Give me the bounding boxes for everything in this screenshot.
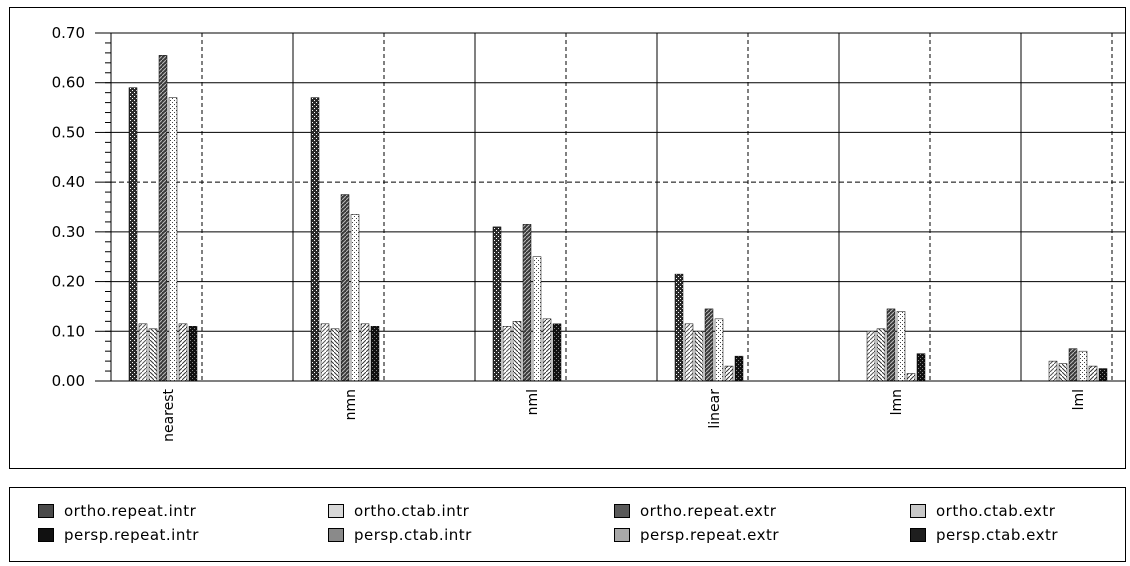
legend-label: ortho.ctab.extr [936, 502, 1056, 520]
legend-item: persp.ctab.intr [328, 525, 472, 545]
legend-swatch [328, 528, 344, 542]
bar [532, 256, 542, 382]
legend-swatch [910, 528, 926, 542]
y-tick-label: 0.70 [52, 24, 85, 42]
bar [522, 224, 532, 382]
bar [360, 323, 370, 382]
legend-label: ortho.repeat.extr [640, 502, 777, 520]
legend-label: ortho.ctab.intr [354, 502, 470, 520]
bar [896, 311, 906, 382]
x-tick-label: linear [707, 389, 723, 429]
legend-swatch [38, 528, 54, 542]
x-tick-label: lml [1071, 389, 1087, 410]
bar [684, 323, 694, 382]
bar [340, 194, 350, 382]
bar [370, 326, 380, 382]
legend-item: persp.repeat.extr [614, 525, 779, 545]
bar [158, 55, 168, 382]
y-tick-label: 0.00 [52, 372, 85, 390]
legend-item: ortho.ctab.extr [910, 501, 1055, 521]
bar [886, 308, 896, 382]
y-tick-label: 0.60 [52, 74, 85, 92]
legend-item: ortho.repeat.intr [38, 501, 196, 521]
bar-chart: 0.00 0.10 0.20 0.30 0.40 0.50 0.60 0.70 nearest n… [52, 24, 1125, 442]
bar [320, 323, 330, 382]
bar [704, 308, 714, 382]
x-tick-label: nmn [343, 389, 359, 420]
bar [1088, 365, 1098, 382]
bar [1058, 363, 1068, 382]
bar [714, 318, 724, 382]
bar [1098, 368, 1108, 382]
bar [138, 323, 148, 382]
bar [906, 373, 916, 382]
legend-label: persp.ctab.extr [936, 526, 1059, 544]
y-tick-label: 0.50 [52, 123, 85, 141]
legend-label: persp.repeat.intr [64, 526, 199, 544]
bar [330, 328, 340, 382]
legend-label: persp.repeat.extr [640, 526, 780, 544]
legend: ortho.repeat.intr ortho.ctab.intr ortho.re… [9, 487, 1126, 562]
bar [694, 331, 704, 382]
bar [1068, 348, 1078, 382]
legend-swatch [328, 504, 344, 518]
x-tick-label: lmn [889, 389, 905, 415]
bar [128, 87, 138, 382]
legend-item: ortho.repeat.extr [614, 501, 776, 521]
bar [502, 326, 512, 382]
bar [674, 273, 684, 382]
chart-area: 0.00 0.10 0.20 0.30 0.40 0.50 0.60 0.70 nearest n… [9, 7, 1126, 469]
bar [178, 323, 188, 382]
bar [492, 226, 502, 382]
legend-item: persp.repeat.intr [38, 525, 199, 545]
bar [724, 365, 734, 382]
bar [542, 318, 552, 382]
legend-swatch [614, 528, 630, 542]
bar [148, 328, 158, 382]
bar [1048, 360, 1058, 382]
bar [916, 353, 926, 382]
legend-swatch [38, 504, 54, 518]
legend-label: persp.ctab.intr [354, 526, 472, 544]
legend-swatch [910, 504, 926, 518]
bar [310, 97, 320, 382]
bar [866, 331, 876, 382]
y-tick-label: 0.30 [52, 223, 85, 241]
legend-item: ortho.ctab.intr [328, 501, 469, 521]
y-tick-label: 0.40 [52, 173, 85, 191]
x-tick-label: nearest [161, 389, 177, 442]
legend-item: persp.ctab.extr [910, 525, 1058, 545]
bar [512, 321, 522, 382]
bar [734, 355, 744, 382]
bar [168, 97, 178, 382]
y-tick-label: 0.10 [52, 322, 85, 340]
bar [552, 323, 562, 382]
y-tick-label: 0.20 [52, 273, 85, 291]
x-tick-label: nml [525, 389, 541, 415]
bar [1078, 350, 1088, 382]
legend-swatch [614, 504, 630, 518]
bar [350, 214, 360, 382]
legend-label: ortho.repeat.intr [64, 502, 197, 520]
bar [188, 326, 198, 382]
bar [876, 328, 886, 382]
